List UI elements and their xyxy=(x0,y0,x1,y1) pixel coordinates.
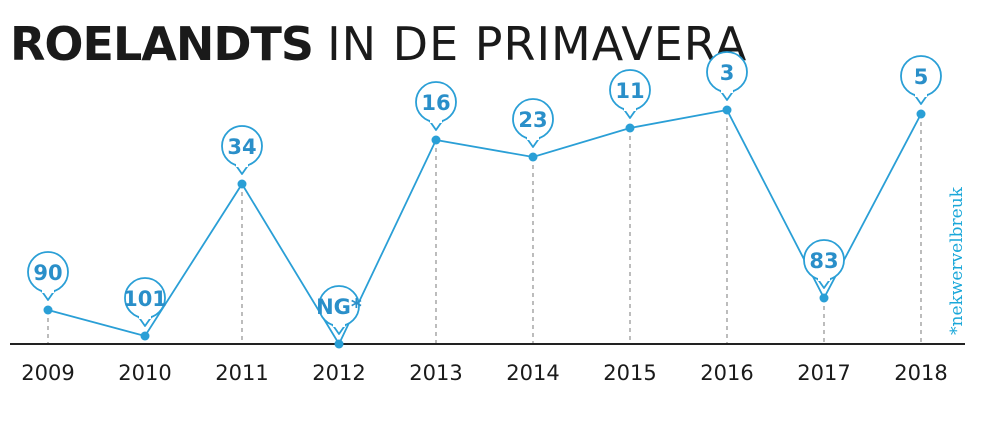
rank-label-2011: 34 xyxy=(227,135,256,159)
year-label-2014: 2014 xyxy=(506,361,559,385)
year-label-2017: 2017 xyxy=(797,361,850,385)
rank-label-2012: NG* xyxy=(316,295,362,319)
rank-marker-2018: 5 xyxy=(900,55,942,105)
drop-lines xyxy=(47,110,922,344)
marker-joint xyxy=(333,322,345,327)
data-point-2017 xyxy=(819,293,829,303)
marker-joint xyxy=(818,276,830,281)
rank-label-2015: 11 xyxy=(615,79,644,103)
data-point-2014 xyxy=(528,152,538,162)
year-label-2015: 2015 xyxy=(603,361,656,385)
footnote-text: *nekwervelbreuk xyxy=(947,186,967,335)
rank-markers: 90 101 34 NG* 16 23 11 3 83 5 xyxy=(27,51,942,335)
rank-label-2018: 5 xyxy=(914,65,929,89)
rank-marker-2009: 90 xyxy=(27,251,69,301)
marker-joint xyxy=(236,162,248,167)
rank-series-line xyxy=(47,108,922,346)
rank-label-2009: 90 xyxy=(33,261,62,285)
chart-title: ROELANDTS IN DE PRIMAVERA xyxy=(10,17,747,71)
rank-label-2017: 83 xyxy=(809,249,838,273)
marker-joint xyxy=(42,288,54,293)
year-label-2016: 2016 xyxy=(700,361,753,385)
title-bold-part: ROELANDTS xyxy=(10,17,313,71)
rank-marker-2017: 83 xyxy=(803,239,845,289)
rank-marker-2016: 3 xyxy=(706,51,748,101)
year-label-2013: 2013 xyxy=(409,361,462,385)
title-light-part: IN DE PRIMAVERA xyxy=(327,17,747,71)
year-label-2011: 2011 xyxy=(215,361,268,385)
rank-label-2016: 3 xyxy=(720,61,735,85)
rank-marker-2012: NG* xyxy=(316,285,362,335)
marker-joint xyxy=(430,118,442,123)
rank-marker-2015: 11 xyxy=(609,69,651,119)
data-point-2018 xyxy=(916,109,926,119)
data-point-2016 xyxy=(722,105,732,115)
marker-joint xyxy=(527,135,539,140)
data-point-2015 xyxy=(625,123,635,133)
rank-marker-2014: 23 xyxy=(512,98,554,148)
data-point-2011 xyxy=(237,179,247,189)
rank-label-2014: 23 xyxy=(518,108,547,132)
year-label-2018: 2018 xyxy=(894,361,947,385)
data-point-2010 xyxy=(140,331,150,341)
year-label-2009: 2009 xyxy=(21,361,74,385)
rank-marker-2010: 101 xyxy=(123,277,167,327)
year-label-2010: 2010 xyxy=(118,361,171,385)
rank-marker-2011: 34 xyxy=(221,125,263,175)
data-point-2012 xyxy=(334,339,344,349)
marker-joint xyxy=(139,314,151,319)
marker-joint xyxy=(721,88,733,93)
year-label-2012: 2012 xyxy=(312,361,365,385)
data-point-2009 xyxy=(43,305,53,315)
marker-joint xyxy=(624,106,636,111)
rank-label-2010: 101 xyxy=(123,287,167,311)
x-tick-labels: 2009 2010 2011 2012 2013 2014 2015 2016 2017 2018 xyxy=(21,361,947,385)
data-point-2013 xyxy=(431,135,441,145)
data-points xyxy=(43,105,926,349)
marker-joint xyxy=(915,92,927,97)
rank-marker-2013: 16 xyxy=(415,81,457,131)
rank-label-2013: 16 xyxy=(421,91,450,115)
